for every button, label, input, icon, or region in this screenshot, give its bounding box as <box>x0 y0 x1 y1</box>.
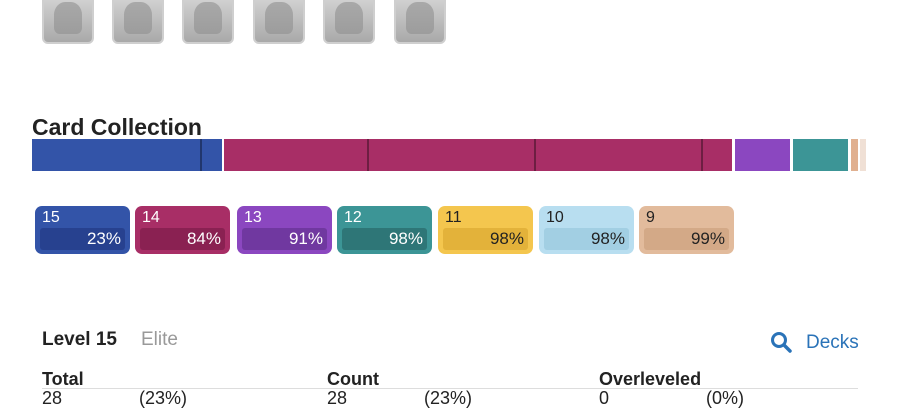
badge-percent: 84% <box>186 229 221 248</box>
badge-percent: 23% <box>86 229 121 248</box>
level-badge[interactable]: 12 98% <box>337 206 432 254</box>
collection-segment <box>735 139 790 171</box>
badge-bar <box>644 228 729 250</box>
badge-bar <box>342 228 427 250</box>
table-cell: 0 <box>599 388 610 408</box>
badge-level: 9 <box>646 209 655 226</box>
tier-filter[interactable]: Elite <box>141 329 178 350</box>
badge-level: 14 <box>142 209 160 226</box>
decks-link[interactable]: Decks <box>806 332 859 353</box>
badge-level: 10 <box>546 209 564 226</box>
level-badge[interactable]: 14 84% <box>135 206 230 254</box>
table-cell: 28 <box>327 388 348 408</box>
badge-percent: 98% <box>388 229 423 248</box>
card-icon[interactable] <box>112 0 164 44</box>
section-title: Card Collection <box>32 114 202 140</box>
table-cell: 28 <box>42 388 63 408</box>
card-icon[interactable] <box>323 0 375 44</box>
page: Card Collection 15 23% 14 84% 13 91% 12 98% 11 98… <box>32 0 866 408</box>
table-cell: (23%) <box>139 388 188 408</box>
badge-level: 12 <box>344 209 362 226</box>
badge-level: 13 <box>244 209 262 226</box>
collection-segment <box>224 139 732 171</box>
table-cell: (23%) <box>424 388 473 408</box>
badge-level: 11 <box>445 209 462 226</box>
badge-percent: 91% <box>288 229 323 248</box>
card-icon[interactable] <box>42 0 94 44</box>
collection-segment <box>851 139 858 171</box>
badge-percent: 98% <box>590 229 625 248</box>
collection-segment <box>793 139 848 171</box>
badge-bar <box>140 228 225 250</box>
table-header: Overleveled <box>599 369 702 389</box>
card-icon[interactable] <box>182 0 234 44</box>
segment-divider <box>367 139 369 171</box>
level-badge[interactable]: 13 91% <box>237 206 332 254</box>
badge-percent: 99% <box>690 229 725 248</box>
collection-segment <box>32 139 222 171</box>
segment-divider <box>200 139 202 171</box>
level-badge[interactable]: 15 23% <box>35 206 130 254</box>
badge-level: 15 <box>42 209 60 226</box>
badge-bar <box>443 228 528 250</box>
level-badge[interactable]: 11 98% <box>438 206 533 254</box>
badge-bar <box>544 228 629 250</box>
table-header: Count <box>327 369 379 389</box>
table-rule <box>42 388 858 389</box>
badge-percent: 98% <box>489 229 524 248</box>
segment-divider <box>701 139 703 171</box>
card-icon[interactable] <box>253 0 305 44</box>
badge-bar <box>242 228 327 250</box>
table-cell: (0%) <box>706 388 745 408</box>
level-filter[interactable]: Level 15 <box>42 329 117 350</box>
segment-divider <box>534 139 536 171</box>
level-badge[interactable]: 10 98% <box>539 206 634 254</box>
collection-segment <box>860 139 866 171</box>
table-header: Total <box>42 369 84 389</box>
search-icon[interactable] <box>770 331 792 353</box>
badge-bar <box>40 228 125 250</box>
level-badge[interactable]: 9 99% <box>639 206 734 254</box>
card-icon[interactable] <box>394 0 446 44</box>
